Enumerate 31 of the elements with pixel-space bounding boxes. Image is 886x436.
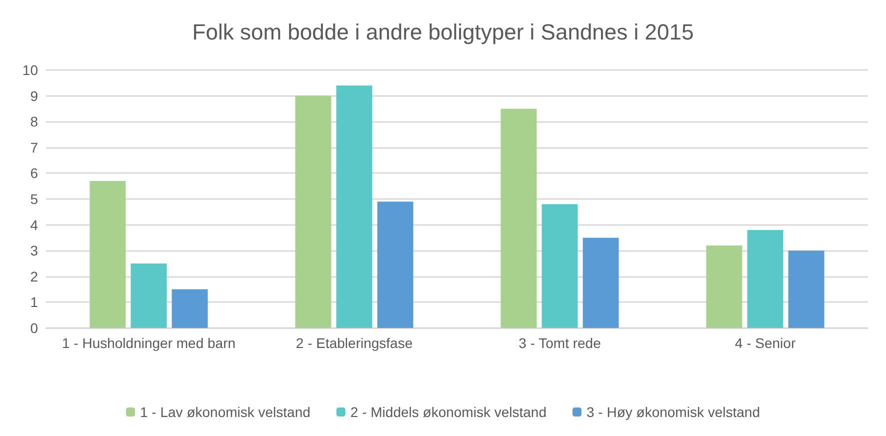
bar: [500, 108, 537, 328]
bar: [130, 264, 167, 328]
chart-title: Folk som bodde i andre boligtyper i Sandnes i 2015: [192, 20, 694, 44]
x-tick-label: 3 - Tomt rede: [518, 335, 602, 351]
bar: [542, 204, 578, 328]
bar: [295, 96, 332, 328]
y-tick-label: 5: [30, 191, 38, 207]
x-tick-label: 4 - Senior: [734, 335, 796, 351]
bar: [90, 180, 126, 328]
y-tick-label: 9: [30, 88, 38, 104]
x-tick-label: 1 - Husholdninger med barn: [62, 335, 236, 351]
bar: [172, 289, 208, 328]
y-tick-label: 6: [30, 165, 38, 182]
y-tick-label: 0: [30, 320, 38, 336]
bar: [336, 85, 372, 328]
x-tick-label: 2 - Etableringsfase: [296, 335, 413, 351]
legend-label: 2 - Middels økonomisk velstand: [350, 404, 546, 420]
legend-label: 3 - Høy økonomisk velstand: [586, 404, 760, 420]
y-tick-label: 3: [30, 242, 38, 259]
bar: [377, 202, 414, 328]
y-tick-label: 8: [30, 114, 38, 130]
y-tick-label: 2: [30, 268, 38, 284]
legend-label: 1 - Lav økonomisk velstand: [140, 404, 310, 420]
bar: [582, 238, 619, 328]
y-tick-label: 1: [30, 294, 38, 310]
bar: [706, 245, 742, 328]
bar: [788, 250, 824, 328]
y-tick-label: 10: [22, 62, 38, 78]
bar: [747, 230, 784, 328]
y-tick-label: 7: [30, 139, 38, 156]
y-tick-label: 4: [30, 216, 38, 233]
